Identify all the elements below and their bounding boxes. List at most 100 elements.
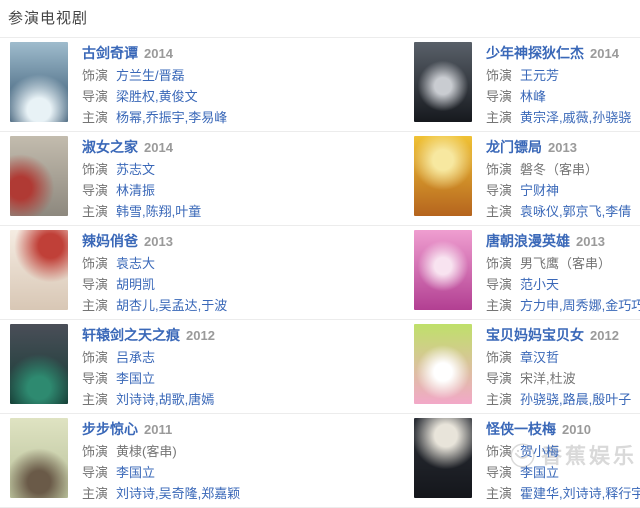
drama-poster[interactable] [10, 418, 68, 498]
role-value[interactable]: 吕承志 [116, 350, 156, 365]
cast-value[interactable]: 袁咏仪,郭京飞,李倩 [520, 204, 632, 219]
drama-title-link[interactable]: 古剑奇谭 [82, 45, 138, 61]
cast-line: 主演 胡杏儿,吴孟达,于波 [82, 295, 227, 316]
director-label: 导演 [82, 277, 109, 292]
role-line: 饰演 黄棣(客串) [82, 441, 240, 462]
director-label: 导演 [486, 371, 513, 386]
drama-year: 2011 [144, 422, 173, 437]
cast-value[interactable]: 韩雪,陈翔,叶童 [116, 204, 202, 219]
cast-label: 主演 [82, 204, 109, 219]
drama-poster[interactable] [10, 324, 68, 404]
role-label: 饰演 [82, 162, 109, 177]
role-value: 黄棣(客串) [116, 444, 177, 459]
director-line: 导演 范小天 [486, 274, 640, 295]
cast-value[interactable]: 胡杏儿,吴孟达,于波 [116, 298, 228, 313]
cast-line: 主演 袁咏仪,郭京飞,李倩 [486, 201, 631, 222]
drama-year: 2012 [590, 328, 619, 343]
cast-line: 主演 孙骁骁,路晨,殷叶子 [486, 389, 631, 410]
director-label: 导演 [486, 465, 513, 480]
role-value[interactable]: 袁志大 [116, 256, 156, 271]
drama-title-line: 辣妈俏爸 2013 [82, 231, 227, 252]
role-value[interactable]: 王元芳 [520, 68, 560, 83]
drama-info: 少年神探狄仁杰 2014 饰演 王元芳 导演 林峰 主演 黄宗泽,戚薇,孙骁骁 [486, 42, 631, 131]
drama-entry: 唐朝浪漫英雄 2013 饰演 男飞鹰（客串） 导演 范小天 主演 方力申,周秀娜,金巧巧 [362, 226, 640, 320]
cast-value[interactable]: 刘诗诗,胡歌,唐嫣 [116, 392, 215, 407]
role-line: 饰演 男飞鹰（客串） [486, 253, 640, 274]
role-value[interactable]: 贺小梅 [520, 444, 560, 459]
drama-entry: 辣妈俏爸 2013 饰演 袁志大 导演 胡明凯 主演 胡杏儿,吴孟达,于波 [0, 226, 362, 320]
role-value[interactable]: 方兰生/晋磊 [116, 68, 185, 83]
cast-label: 主演 [82, 298, 109, 313]
director-value[interactable]: 李国立 [116, 371, 156, 386]
role-value[interactable]: 苏志文 [116, 162, 156, 177]
cast-value[interactable]: 孙骁骁,路晨,殷叶子 [520, 392, 632, 407]
role-label: 饰演 [82, 68, 109, 83]
drama-year: 2013 [576, 234, 605, 249]
drama-info: 淑女之家 2014 饰演 苏志文 导演 林清振 主演 韩雪,陈翔,叶童 [82, 136, 201, 225]
director-value[interactable]: 梁胜权,黄俊文 [116, 89, 198, 104]
drama-info: 唐朝浪漫英雄 2013 饰演 男飞鹰（客串） 导演 范小天 主演 方力申,周秀娜,金巧巧 [486, 230, 640, 319]
drama-title-link[interactable]: 步步惊心 [82, 421, 138, 437]
director-label: 导演 [82, 89, 109, 104]
drama-title-line: 淑女之家 2014 [82, 137, 201, 158]
drama-poster[interactable] [414, 324, 472, 404]
role-value[interactable]: 章汉哲 [520, 350, 560, 365]
director-line: 导演 李国立 [486, 462, 640, 483]
drama-title-link[interactable]: 轩辕剑之天之痕 [82, 327, 180, 343]
cast-value[interactable]: 方力申,周秀娜,金巧巧 [520, 298, 640, 313]
drama-list: 古剑奇谭 2014 饰演 方兰生/晋磊 导演 梁胜权,黄俊文 主演 杨幂,乔振宇,李易峰… [0, 37, 640, 508]
role-line: 饰演 袁志大 [82, 253, 227, 274]
drama-entry: 古剑奇谭 2014 饰演 方兰生/晋磊 导演 梁胜权,黄俊文 主演 杨幂,乔振宇,李易峰 [0, 38, 362, 132]
role-line: 饰演 苏志文 [82, 159, 201, 180]
role-line: 饰演 吕承志 [82, 347, 215, 368]
cast-line: 主演 杨幂,乔振宇,李易峰 [82, 107, 227, 128]
role-line: 饰演 王元芳 [486, 65, 631, 86]
drama-poster[interactable] [414, 136, 472, 216]
drama-poster[interactable] [414, 42, 472, 122]
director-value[interactable]: 宁财神 [520, 183, 560, 198]
drama-info: 步步惊心 2011 饰演 黄棣(客串) 导演 李国立 主演 刘诗诗,吴奇隆,郑嘉颖 [82, 418, 240, 507]
director-value[interactable]: 范小天 [520, 277, 560, 292]
role-label: 饰演 [82, 350, 109, 365]
drama-entry: 少年神探狄仁杰 2014 饰演 王元芳 导演 林峰 主演 黄宗泽,戚薇,孙骁骁 [362, 38, 640, 132]
director-line: 导演 胡明凯 [82, 274, 227, 295]
cast-value[interactable]: 杨幂,乔振宇,李易峰 [116, 110, 228, 125]
director-label: 导演 [486, 183, 513, 198]
director-value[interactable]: 李国立 [116, 465, 156, 480]
cast-label: 主演 [486, 298, 513, 313]
drama-poster[interactable] [10, 42, 68, 122]
drama-entry: 步步惊心 2011 饰演 黄棣(客串) 导演 李国立 主演 刘诗诗,吴奇隆,郑嘉颖 [0, 414, 362, 508]
cast-line: 主演 刘诗诗,吴奇隆,郑嘉颖 [82, 483, 240, 504]
cast-value[interactable]: 黄宗泽,戚薇,孙骁骁 [520, 110, 632, 125]
drama-title-link[interactable]: 怪侠一枝梅 [486, 421, 556, 437]
director-value[interactable]: 林峰 [520, 89, 547, 104]
drama-year: 2013 [548, 140, 577, 155]
drama-title-line: 怪侠一枝梅 2010 [486, 419, 640, 440]
role-label: 饰演 [486, 68, 513, 83]
director-value[interactable]: 林清振 [116, 183, 156, 198]
drama-title-link[interactable]: 辣妈俏爸 [82, 233, 138, 249]
drama-title-link[interactable]: 淑女之家 [82, 139, 138, 155]
director-line: 导演 林峰 [486, 86, 631, 107]
drama-poster[interactable] [10, 230, 68, 310]
cast-label: 主演 [82, 486, 109, 501]
drama-title-link[interactable]: 龙门镖局 [486, 139, 542, 155]
drama-year: 2014 [590, 46, 619, 61]
director-value[interactable]: 李国立 [520, 465, 560, 480]
role-label: 饰演 [486, 350, 513, 365]
cast-value[interactable]: 刘诗诗,吴奇隆,郑嘉颖 [116, 486, 241, 501]
director-line: 导演 梁胜权,黄俊文 [82, 86, 227, 107]
cast-label: 主演 [82, 392, 109, 407]
drama-title-link[interactable]: 少年神探狄仁杰 [486, 45, 584, 61]
drama-poster[interactable] [10, 136, 68, 216]
cast-value[interactable]: 霍建华,刘诗诗,释行宇 [520, 486, 640, 501]
drama-info: 古剑奇谭 2014 饰演 方兰生/晋磊 导演 梁胜权,黄俊文 主演 杨幂,乔振宇,李易峰 [82, 42, 227, 131]
cast-label: 主演 [486, 486, 513, 501]
drama-title-link[interactable]: 宝贝妈妈宝贝女 [486, 327, 584, 343]
drama-title-line: 少年神探狄仁杰 2014 [486, 43, 631, 64]
drama-poster[interactable] [414, 418, 472, 498]
role-value: 磐冬（客串） [520, 162, 599, 177]
drama-poster[interactable] [414, 230, 472, 310]
drama-title-link[interactable]: 唐朝浪漫英雄 [486, 233, 570, 249]
director-value[interactable]: 胡明凯 [116, 277, 156, 292]
